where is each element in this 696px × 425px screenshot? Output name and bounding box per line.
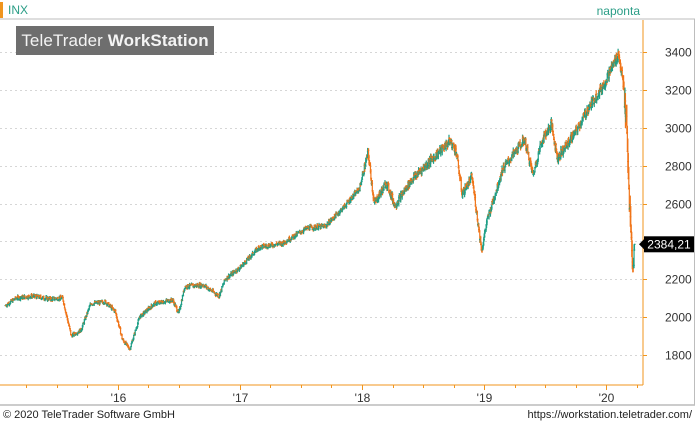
y-tick-label: 2600 bbox=[665, 198, 692, 212]
watermark-logo: TeleTrader WorkStation bbox=[16, 26, 214, 55]
y-tick-label: 2000 bbox=[665, 311, 692, 325]
x-tick-label: '19 bbox=[477, 391, 493, 405]
y-tick-label: 1800 bbox=[665, 349, 692, 363]
copyright-text: © 2020 TeleTrader Software GmbH bbox=[3, 409, 175, 421]
last-price-badge bbox=[644, 236, 694, 253]
y-tick-label: 3000 bbox=[665, 122, 692, 136]
y-tick-label: 3200 bbox=[665, 84, 692, 98]
axes: 180020002200240026002800300032003400'16'… bbox=[0, 18, 695, 406]
last-price-pointer bbox=[639, 239, 644, 250]
watermark-brand: TeleTrader bbox=[21, 31, 103, 50]
period-label[interactable]: naponta bbox=[596, 4, 640, 18]
ohlc-bars bbox=[4, 48, 636, 351]
x-tick-label: '18 bbox=[355, 391, 371, 405]
last-price-label: 2384,21 bbox=[647, 237, 691, 251]
footer: © 2020 TeleTrader Software GmbH https://… bbox=[0, 407, 696, 425]
symbol-label[interactable]: INX bbox=[8, 3, 29, 17]
x-tick-label: '20 bbox=[599, 391, 615, 405]
x-tick-label: '16 bbox=[111, 391, 127, 405]
symbol-color-marker bbox=[0, 2, 3, 18]
y-tick-label: 2200 bbox=[665, 273, 692, 287]
x-tick-label: '17 bbox=[233, 391, 249, 405]
y-tick-label: 3400 bbox=[665, 46, 692, 60]
y-tick-label: 2800 bbox=[665, 160, 692, 174]
grid-lines bbox=[0, 52, 643, 356]
site-url-link[interactable]: https://workstation.teletrader.com/ bbox=[527, 409, 692, 421]
watermark-product: WorkStation bbox=[107, 31, 209, 50]
